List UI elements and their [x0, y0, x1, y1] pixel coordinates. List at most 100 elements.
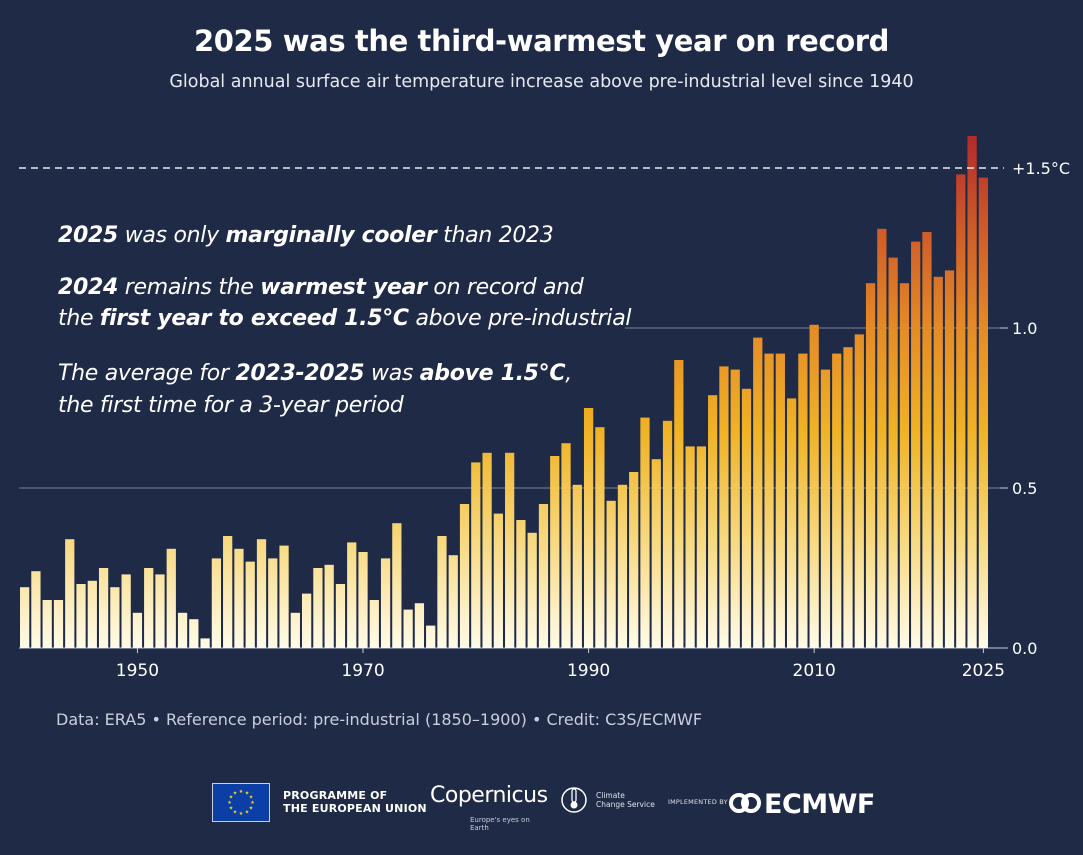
bar-1942: [42, 600, 52, 648]
bar-1965: [301, 593, 312, 648]
eu-flag-logo: ★ ★ ★ ★ ★ ★ ★ ★ ★ ★ ★ ★: [212, 783, 270, 822]
bar-1989: [572, 484, 582, 648]
bar-1990: [583, 408, 594, 648]
y-axis-ticks: 0.0 0.5 1.0: [1000, 319, 1037, 658]
bar-1957: [211, 558, 222, 648]
bar-1999: [685, 446, 695, 648]
bar-1961: [256, 539, 267, 648]
bar-1947: [98, 568, 109, 648]
bar-2000: [696, 446, 707, 648]
svg-text:★: ★: [229, 795, 234, 801]
bar-1970: [358, 552, 368, 648]
svg-text:★: ★: [249, 795, 254, 801]
bar-1974: [403, 609, 413, 648]
ecmwf-logo: ECMWF: [728, 785, 878, 821]
x-tick-label: 2025: [962, 661, 1005, 681]
bar-1976: [426, 625, 436, 648]
x-axis-ticks: 1950 1970 1990 2010 2025: [116, 648, 1005, 681]
annotation-line-2: 2024 remains the warmest year on record …: [58, 275, 584, 300]
svg-text:★: ★: [249, 806, 254, 812]
svg-text:★: ★: [239, 789, 244, 795]
bar-2019: [911, 241, 921, 648]
bar-1980: [471, 462, 481, 648]
bars: [20, 136, 988, 649]
bar-1978: [448, 555, 458, 648]
bar-1982: [493, 513, 503, 648]
bar-1986: [538, 504, 549, 648]
x-tick-label: 1950: [116, 661, 159, 681]
bar-2009: [798, 353, 808, 648]
bar-2004: [741, 388, 752, 648]
bar-2021: [933, 276, 943, 648]
bar-2006: [764, 353, 774, 648]
bar-1997: [662, 420, 673, 648]
bar-1940: [20, 587, 30, 648]
bar-1975: [414, 603, 425, 648]
bar-2024: [967, 136, 977, 648]
bar-1956: [200, 638, 210, 648]
bar-2002: [719, 366, 729, 648]
bar-1968: [335, 584, 346, 648]
bar-1984: [516, 520, 526, 648]
bar-1960: [245, 561, 255, 648]
annotation-line-4: The average for 2023-2025 was above 1.5°…: [58, 361, 572, 386]
bar-1995: [640, 417, 650, 648]
x-tick-label: 1970: [341, 661, 384, 681]
bar-1958: [223, 536, 233, 648]
bar-2011: [820, 369, 831, 648]
bar-1967: [324, 564, 334, 648]
bar-1963: [279, 545, 289, 648]
bar-1945: [76, 584, 86, 648]
bar-2020: [922, 232, 932, 648]
svg-text:★: ★: [239, 811, 244, 817]
svg-text:★: ★: [245, 810, 250, 816]
bar-1992: [606, 500, 616, 648]
bar-1994: [629, 472, 639, 648]
reference-line: +1.5°C: [19, 159, 1070, 178]
bar-1987: [550, 456, 560, 648]
bar-1954: [177, 612, 188, 648]
bar-1948: [110, 587, 120, 648]
chart-subtitle: Global annual surface air temperature in…: [169, 72, 914, 92]
bar-2005: [753, 337, 763, 648]
bar-1991: [595, 427, 605, 648]
bar-1972: [380, 558, 391, 648]
bar-1983: [505, 452, 515, 648]
bar-2013: [843, 347, 853, 648]
y-tick-label: 0.0: [1012, 639, 1037, 658]
svg-text:★: ★: [233, 791, 238, 797]
bar-1941: [31, 571, 41, 648]
climate-change-service-logo: Climate Change Service: [560, 781, 660, 827]
bar-2003: [730, 369, 740, 648]
bar-1959: [234, 548, 244, 648]
bar-2016: [877, 228, 887, 649]
copernicus-logo: Copernicus Europe's eyes on Earth: [430, 783, 548, 832]
bar-1952: [155, 574, 165, 648]
bar-2012: [832, 353, 842, 648]
bar-2017: [888, 257, 898, 648]
data-credit: Data: ERA5 • Reference period: pre-indus…: [56, 710, 703, 729]
bar-1949: [121, 574, 131, 648]
annotation-line-5: the first time for a 3-year period: [58, 393, 404, 418]
bar-1977: [437, 536, 447, 648]
bar-1981: [482, 452, 492, 648]
bar-1979: [459, 504, 470, 648]
bar-2023: [956, 174, 966, 648]
svg-text:★: ★: [250, 800, 255, 806]
bar-2010: [809, 324, 819, 648]
bar-1988: [561, 443, 571, 648]
bar-2015: [865, 283, 876, 648]
bar-1966: [313, 568, 323, 648]
bar-2007: [775, 353, 785, 648]
bar-2014: [854, 334, 864, 648]
implemented-by-label: IMPLEMENTED BY: [668, 798, 728, 806]
bar-1962: [268, 558, 278, 648]
bar-2018: [899, 283, 910, 648]
svg-text:★: ★: [245, 791, 250, 797]
bar-1971: [369, 600, 379, 648]
bar-1993: [617, 484, 628, 648]
bar-2001: [708, 395, 718, 648]
svg-text:★: ★: [233, 810, 238, 816]
eu-programme-label: PROGRAMME OF THE EUROPEAN UNION: [283, 789, 427, 815]
svg-text:★: ★: [229, 806, 234, 812]
